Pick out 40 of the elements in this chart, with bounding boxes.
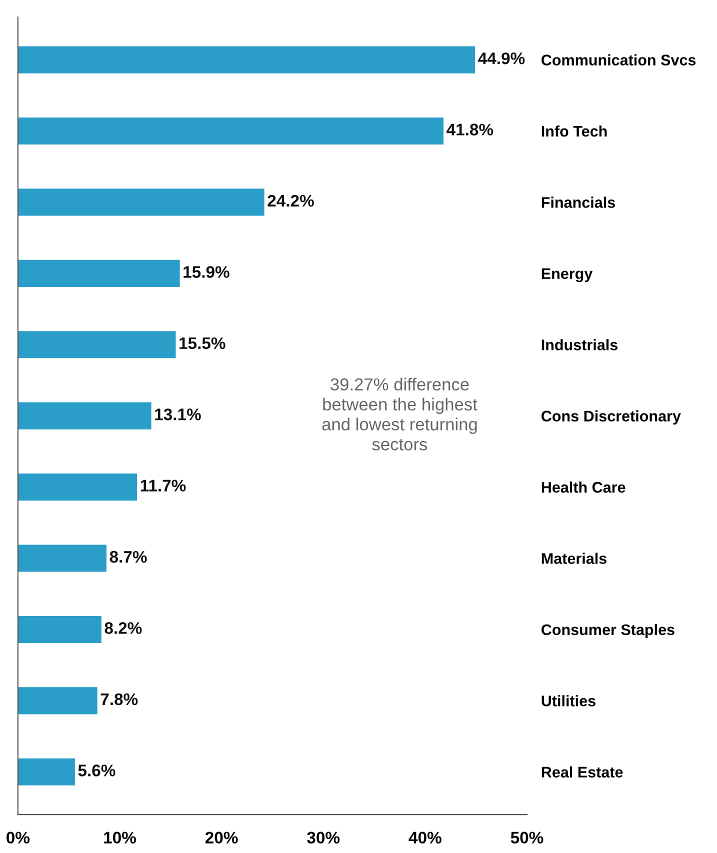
y-tick-label: Industrials bbox=[542, 339, 618, 350]
y-tick-label: Financials bbox=[542, 196, 615, 208]
y-tick-label: Info Tech bbox=[542, 125, 607, 137]
y-tick-label: Consumer Staples bbox=[542, 624, 674, 638]
bar bbox=[18, 544, 107, 572]
data-label: 15.9% bbox=[184, 266, 230, 278]
y-tick-label: Materials bbox=[542, 552, 606, 564]
data-label: 5.6% bbox=[78, 764, 116, 776]
data-label: 15.5% bbox=[180, 337, 226, 350]
x-tick-label: 30% bbox=[307, 832, 340, 844]
data-label: 11.7% bbox=[140, 480, 186, 492]
y-tick-label: Energy bbox=[542, 268, 593, 282]
data-label: 7.8% bbox=[100, 693, 138, 706]
bar bbox=[18, 188, 264, 216]
x-tick-label: 50% bbox=[510, 832, 544, 844]
bar bbox=[18, 260, 180, 287]
annotation: 39.27% difference between the highest and lowest returning sectors bbox=[322, 378, 478, 450]
y-tick-label: Health Care bbox=[542, 482, 626, 493]
data-label: 41.8% bbox=[446, 124, 494, 136]
bar bbox=[18, 331, 176, 358]
bar bbox=[18, 758, 75, 786]
x-tick-label: 20% bbox=[205, 832, 238, 844]
y-tick-label: Communication Svcs bbox=[542, 54, 696, 66]
bar bbox=[18, 474, 138, 501]
x-tick-label: 40% bbox=[408, 832, 442, 844]
bar bbox=[18, 687, 98, 714]
bar bbox=[18, 616, 102, 643]
bar bbox=[18, 402, 152, 430]
y-tick-label: Real Estate bbox=[542, 766, 623, 778]
data-label: 8.2% bbox=[104, 622, 142, 634]
y-tick-label: Utilities bbox=[542, 695, 596, 706]
y-tick-label: Cons Discretionary bbox=[542, 410, 681, 425]
data-label: 24.2% bbox=[268, 194, 314, 207]
data-label: 44.9% bbox=[478, 52, 525, 64]
x-tick-label: 0% bbox=[6, 832, 30, 844]
data-label: 8.7% bbox=[110, 550, 147, 563]
data-label: 13.1% bbox=[155, 408, 201, 420]
bar bbox=[18, 117, 444, 145]
x-tick-label: 10% bbox=[104, 832, 136, 844]
bar bbox=[18, 46, 476, 74]
